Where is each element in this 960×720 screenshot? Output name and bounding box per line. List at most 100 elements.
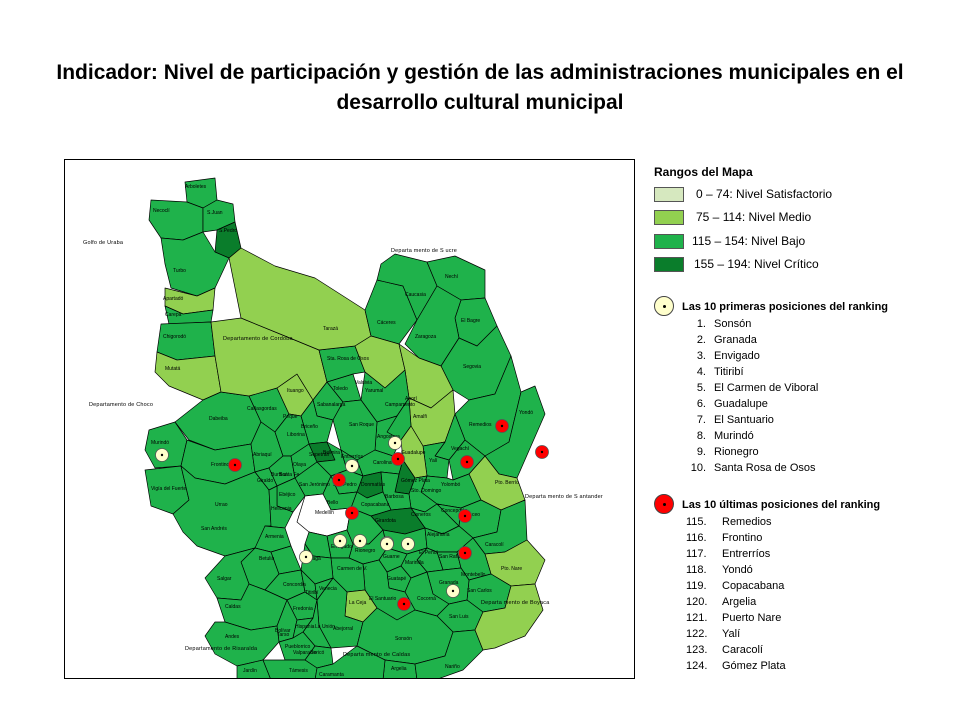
municipality-label: Frontino bbox=[211, 462, 230, 468]
region-jardin bbox=[236, 659, 271, 678]
municipality-label: San Jerónimo bbox=[299, 482, 330, 488]
municipality-label: Campamento bbox=[385, 402, 415, 408]
municipality-label: Urrao bbox=[65, 160, 78, 162]
ranking-municipality: Puerto Nare bbox=[722, 612, 782, 624]
municipality-label: Ebéjico bbox=[279, 492, 296, 498]
municipality-label: Caucasia bbox=[405, 292, 426, 298]
municipality-label: Yolombó bbox=[441, 482, 460, 488]
municipality-label: Anorí bbox=[405, 396, 418, 402]
top-ranking-marker-dot bbox=[358, 539, 362, 543]
municipality-label: Rionegro bbox=[355, 548, 376, 554]
choco-label: Departamento de Choco bbox=[89, 402, 153, 408]
ranking-number: 1. bbox=[696, 318, 706, 330]
municipality-label: San Carlos bbox=[467, 588, 492, 594]
municipality-label: Caldas bbox=[225, 604, 241, 610]
municipality-label: Zaragoza bbox=[415, 334, 436, 340]
ranking-item: 5. El Carmen de Viboral bbox=[682, 380, 819, 396]
legend-label-medio: 75 – 114: Nivel Medio bbox=[696, 210, 812, 224]
municipality-label: Murindó bbox=[151, 440, 169, 446]
bottom-ranking-marker-dot bbox=[337, 478, 341, 482]
ranking-municipality: Yondó bbox=[722, 564, 753, 576]
region-amaga bbox=[314, 577, 334, 601]
municipality-label: Venecia bbox=[319, 586, 337, 592]
bottom-ranking-marker-dot bbox=[350, 511, 354, 515]
ranking-number: 8. bbox=[696, 430, 706, 442]
municipality-label: Toledo bbox=[333, 386, 348, 392]
municipality-label: Entrerríos bbox=[341, 454, 363, 460]
region-heliconia bbox=[264, 485, 294, 529]
municipality-label: Girardota bbox=[375, 518, 396, 524]
ranking-item: 3. Envigado bbox=[682, 348, 818, 364]
municipality-label: Apartadó bbox=[163, 296, 184, 302]
municipality-label: La Unión bbox=[315, 624, 335, 630]
ranking-number: 115. bbox=[686, 516, 707, 528]
municipality-label: Nechí bbox=[445, 274, 459, 280]
ranking-number: 122. bbox=[686, 628, 708, 640]
municipality-label: Concepción bbox=[441, 508, 468, 514]
municipality-label: Cisneros bbox=[411, 512, 431, 518]
bottom-ranking-marker-dot bbox=[463, 551, 467, 555]
sucre-label: Departa mento de S ucre bbox=[391, 248, 457, 254]
municipality-label: Buriticá bbox=[271, 472, 288, 478]
municipality-label: Dabeiba bbox=[209, 416, 228, 422]
ranking-number: 124. bbox=[686, 660, 708, 672]
ranking-number: 5. bbox=[696, 382, 706, 394]
municipality-label: Granada bbox=[439, 580, 459, 586]
municipality-label: Pto. Nare bbox=[501, 566, 522, 572]
municipality-label: Guarne bbox=[383, 554, 400, 560]
ranking-municipality: El Carmen de Viboral bbox=[714, 382, 819, 394]
ranking-item: 120. Argelia bbox=[682, 594, 786, 610]
municipality-label: Vigía del Fuerte bbox=[151, 486, 186, 492]
municipality-label: Concordia bbox=[283, 582, 306, 588]
municipality-label: Olaya bbox=[293, 462, 306, 468]
municipality-label: Salgar bbox=[217, 576, 232, 582]
ranking-item: 4. Titiribí bbox=[682, 364, 818, 380]
municipality-labels: Arboletes Necoclí S.Juan S.Pedro Turbo Aparta… bbox=[65, 160, 533, 678]
ranking-municipality: Granada bbox=[714, 334, 757, 346]
municipality-label: Jericó bbox=[311, 650, 325, 656]
municipality-label: Tarazá bbox=[323, 326, 338, 332]
legend-swatch-satisfactorio bbox=[654, 187, 684, 202]
risaralda-label: Departamento de Risaralda bbox=[185, 646, 258, 652]
municipality-label: Sonsón bbox=[395, 636, 412, 642]
municipality-label: Vegachí bbox=[451, 446, 470, 452]
ranking-number: 10. bbox=[690, 462, 706, 474]
municipality-label: Betulia bbox=[259, 556, 275, 562]
ranking-municipality: Entrerríos bbox=[722, 548, 771, 560]
ranking-municipality: Murindó bbox=[714, 430, 754, 442]
ranking-number: 3. bbox=[696, 350, 706, 362]
municipality-label: Pto. Berrío bbox=[495, 480, 519, 486]
municipality-label: San Andrés bbox=[201, 526, 227, 532]
municipality-label: Titiribí bbox=[305, 590, 319, 596]
municipality-label: Giraldo bbox=[257, 478, 273, 484]
ranking-municipality: Argelia bbox=[722, 596, 757, 608]
ranking-number: 121. bbox=[686, 612, 708, 624]
ranking-number: 7. bbox=[696, 414, 706, 426]
ranking-item: 123. Caracolí bbox=[682, 642, 786, 658]
legend-swatch-medio bbox=[654, 210, 684, 225]
ranking-item: 8. Murindó bbox=[682, 428, 818, 444]
municipality-label: Donmatías bbox=[361, 482, 386, 488]
bottom-ranking-marker-dot bbox=[396, 457, 400, 461]
ranking-number: 116. bbox=[686, 532, 707, 544]
ranking-item: 118. Yondó bbox=[682, 562, 786, 578]
top-ranking-marker-dot bbox=[406, 542, 410, 546]
ranking-number: 120. bbox=[686, 596, 708, 608]
ranking-municipality: Caracolí bbox=[722, 644, 763, 656]
municipality-label: Medellín bbox=[315, 510, 334, 516]
ranking-number: 119. bbox=[686, 580, 707, 592]
municipality-label: Tarso bbox=[277, 632, 289, 638]
municipality-label: Argelia bbox=[391, 666, 407, 672]
municipality-label: San Roque bbox=[349, 422, 374, 428]
municipality-label: Guadalupe bbox=[401, 450, 426, 456]
municipality-label: Guatapé bbox=[387, 576, 406, 582]
municipality-label: Briceño bbox=[301, 424, 318, 430]
legend-swatch-bajo bbox=[654, 234, 684, 249]
ranking-item: 6. Guadalupe bbox=[682, 396, 818, 412]
municipality-label: Remedios bbox=[469, 422, 492, 428]
municipality-label: Segovia bbox=[463, 364, 481, 370]
caldas-label: Departa mento de Caldas bbox=[343, 652, 410, 658]
municipality-label: S.Pedro bbox=[219, 228, 237, 234]
municipality-label: Bello bbox=[327, 500, 338, 506]
municipality-label: Abejorral bbox=[333, 626, 353, 632]
